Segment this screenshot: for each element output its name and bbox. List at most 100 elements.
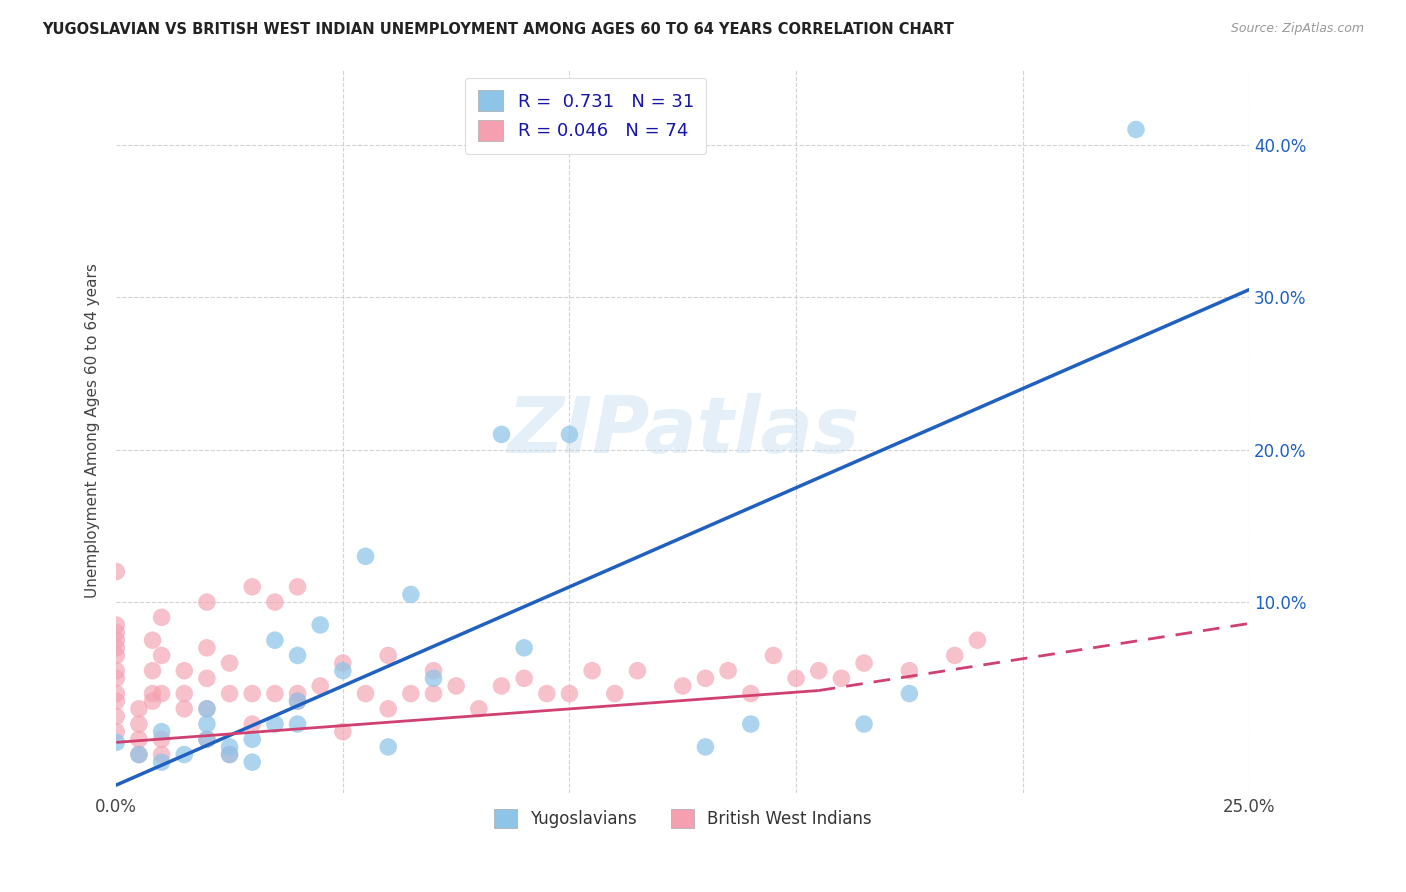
Point	[581, 664, 603, 678]
Point	[173, 702, 195, 716]
Point	[354, 687, 377, 701]
Point	[740, 717, 762, 731]
Point	[195, 732, 218, 747]
Point	[399, 687, 422, 701]
Y-axis label: Unemployment Among Ages 60 to 64 years: Unemployment Among Ages 60 to 64 years	[86, 263, 100, 598]
Legend: Yugoslavians, British West Indians: Yugoslavians, British West Indians	[486, 803, 879, 835]
Point	[377, 648, 399, 663]
Point	[240, 755, 263, 769]
Point	[309, 679, 332, 693]
Point	[128, 717, 150, 731]
Point	[830, 671, 852, 685]
Point	[218, 687, 240, 701]
Point	[195, 640, 218, 655]
Point	[377, 739, 399, 754]
Point	[377, 702, 399, 716]
Point	[264, 633, 287, 648]
Point	[218, 739, 240, 754]
Point	[603, 687, 626, 701]
Point	[626, 664, 648, 678]
Point	[491, 427, 513, 442]
Point	[150, 648, 173, 663]
Point	[468, 702, 491, 716]
Point	[105, 648, 128, 663]
Point	[150, 755, 173, 769]
Point	[141, 633, 163, 648]
Point	[105, 633, 128, 648]
Point	[128, 732, 150, 747]
Point	[195, 702, 218, 716]
Point	[740, 687, 762, 701]
Point	[195, 732, 218, 747]
Point	[264, 717, 287, 731]
Point	[240, 580, 263, 594]
Point	[218, 656, 240, 670]
Point	[785, 671, 807, 685]
Point	[399, 587, 422, 601]
Text: Source: ZipAtlas.com: Source: ZipAtlas.com	[1230, 22, 1364, 36]
Point	[218, 747, 240, 762]
Point	[150, 747, 173, 762]
Point	[966, 633, 988, 648]
Point	[150, 724, 173, 739]
Point	[218, 747, 240, 762]
Point	[195, 671, 218, 685]
Point	[717, 664, 740, 678]
Point	[105, 640, 128, 655]
Point	[141, 687, 163, 701]
Point	[105, 625, 128, 640]
Point	[444, 679, 467, 693]
Point	[287, 717, 309, 731]
Point	[422, 671, 444, 685]
Point	[128, 702, 150, 716]
Point	[150, 610, 173, 624]
Point	[173, 747, 195, 762]
Point	[513, 671, 536, 685]
Point	[558, 687, 581, 701]
Point	[287, 687, 309, 701]
Point	[195, 717, 218, 731]
Point	[105, 671, 128, 685]
Point	[513, 640, 536, 655]
Point	[332, 664, 354, 678]
Point	[105, 565, 128, 579]
Point	[173, 664, 195, 678]
Point	[853, 656, 876, 670]
Point	[558, 427, 581, 442]
Point	[309, 618, 332, 632]
Text: YUGOSLAVIAN VS BRITISH WEST INDIAN UNEMPLOYMENT AMONG AGES 60 TO 64 YEARS CORREL: YUGOSLAVIAN VS BRITISH WEST INDIAN UNEMP…	[42, 22, 955, 37]
Point	[195, 702, 218, 716]
Point	[1125, 122, 1147, 136]
Point	[807, 664, 830, 678]
Point	[105, 724, 128, 739]
Point	[240, 717, 263, 731]
Point	[105, 709, 128, 723]
Point	[105, 735, 128, 749]
Point	[240, 687, 263, 701]
Point	[762, 648, 785, 663]
Text: ZIPatlas: ZIPatlas	[506, 392, 859, 468]
Point	[536, 687, 558, 701]
Point	[332, 724, 354, 739]
Point	[287, 694, 309, 708]
Point	[422, 687, 444, 701]
Point	[173, 687, 195, 701]
Point	[422, 664, 444, 678]
Point	[105, 664, 128, 678]
Point	[943, 648, 966, 663]
Point	[695, 671, 717, 685]
Point	[141, 694, 163, 708]
Point	[491, 679, 513, 693]
Point	[354, 549, 377, 564]
Point	[898, 687, 921, 701]
Point	[240, 732, 263, 747]
Point	[141, 664, 163, 678]
Point	[287, 580, 309, 594]
Point	[150, 732, 173, 747]
Point	[128, 747, 150, 762]
Point	[898, 664, 921, 678]
Point	[105, 618, 128, 632]
Point	[105, 687, 128, 701]
Point	[853, 717, 876, 731]
Point	[672, 679, 695, 693]
